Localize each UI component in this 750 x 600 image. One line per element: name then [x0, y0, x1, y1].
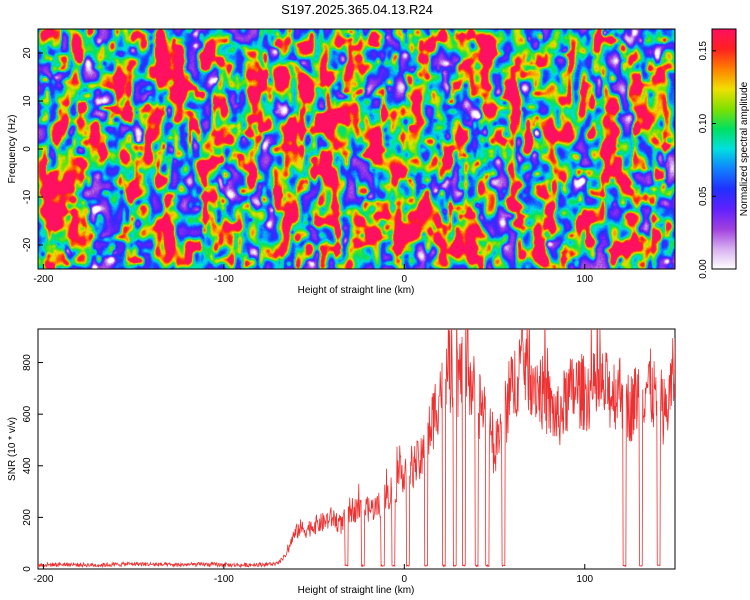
snr-x-ticks: -200 -100 0 100 [33, 564, 594, 585]
x-tick-label: 100 [576, 274, 593, 285]
snr-y-label: SNR (10 * v/v) [7, 417, 18, 481]
colorbar-gradient [711, 28, 737, 270]
y-tick-label: 20 [22, 47, 33, 59]
x-tick-label: -200 [33, 274, 53, 285]
colorbar-tick-label: 0.15 [698, 41, 709, 61]
colorbar-label: Normalized spectral amplitude [739, 81, 750, 216]
y-tick-label: 0 [22, 566, 33, 572]
snr-frame [37, 328, 676, 570]
y-tick-label: -10 [22, 189, 33, 204]
colorbar: 0.00 0.05 0.10 0.15 Normalized spectral amp… [698, 28, 750, 279]
heatmap-y-label: Frequency (Hz) [7, 115, 18, 184]
heatmap-x-label: Height of straight line (km) [298, 285, 415, 296]
y-tick-label: -20 [22, 237, 33, 252]
x-tick-label: -100 [214, 274, 234, 285]
snr-y-ticks: 0 200 400 600 800 [22, 354, 43, 572]
y-tick-label: 800 [22, 354, 33, 371]
x-tick-label: -200 [33, 574, 53, 585]
y-tick-label: 600 [22, 405, 33, 422]
colorbar-ticks: 0.00 0.05 0.10 0.15 [698, 41, 716, 279]
y-tick-label: 0 [22, 146, 33, 152]
x-tick-label: 100 [576, 574, 593, 585]
x-tick-label: -100 [214, 574, 234, 585]
colorbar-tick-label: 0.00 [698, 259, 709, 279]
y-tick-label: 200 [22, 509, 33, 526]
snr-series-line [38, 329, 675, 569]
x-tick-label: 0 [402, 274, 408, 285]
heatmap-image [38, 29, 675, 269]
y-tick-label: 10 [22, 95, 33, 107]
snr-panel: -200 -100 0 100 0 200 400 600 800 Height of str… [7, 328, 676, 596]
colorbar-tick-label: 0.10 [698, 113, 709, 133]
heatmap-x-ticks: -200 -100 0 100 [33, 264, 594, 285]
snr-x-label: Height of straight line (km) [298, 585, 415, 596]
y-tick-label: 400 [22, 457, 33, 474]
x-tick-label: 0 [402, 574, 408, 585]
heatmap-y-ticks: -20 -10 0 10 20 [22, 47, 43, 252]
figure-title: S197.2025.365.04.13.R24 [281, 2, 433, 17]
colorbar-tick-label: 0.05 [698, 186, 709, 206]
